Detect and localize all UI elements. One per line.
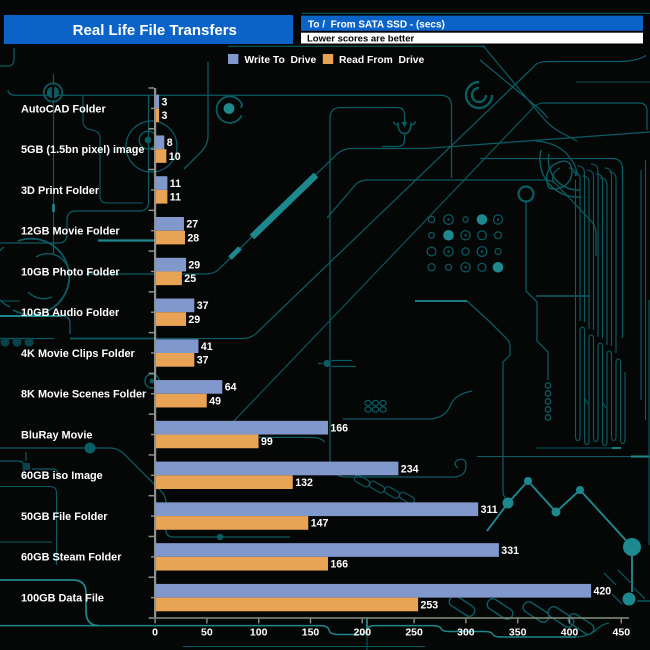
svg-text:4K Movie Clips Folder: 4K Movie Clips Folder bbox=[21, 348, 136, 360]
svg-text:8: 8 bbox=[167, 137, 173, 149]
svg-text:350: 350 bbox=[509, 627, 527, 639]
svg-text:60GB iso Image: 60GB iso Image bbox=[21, 470, 103, 482]
svg-text:25: 25 bbox=[184, 273, 196, 285]
svg-text:5GB (1.5bn pixel) image: 5GB (1.5bn pixel) image bbox=[21, 144, 144, 156]
svg-text:8K Movie Scenes Folder: 8K Movie Scenes Folder bbox=[21, 389, 147, 401]
svg-text:99: 99 bbox=[261, 436, 273, 448]
svg-text:28: 28 bbox=[187, 232, 199, 244]
svg-text:311: 311 bbox=[481, 504, 498, 516]
svg-text:166: 166 bbox=[330, 559, 348, 571]
svg-text:420: 420 bbox=[594, 586, 612, 598]
svg-text:60GB Steam Folder: 60GB Steam Folder bbox=[21, 552, 122, 564]
svg-text:Real Life File Transfers: Real Life File Transfers bbox=[73, 22, 237, 39]
svg-text:100GB Data File: 100GB Data File bbox=[21, 593, 104, 605]
svg-text:37: 37 bbox=[197, 355, 209, 367]
svg-text:12GB Movie Folder: 12GB Movie Folder bbox=[21, 226, 120, 238]
svg-text:331: 331 bbox=[501, 545, 519, 557]
svg-text:29: 29 bbox=[188, 259, 200, 271]
svg-text:400: 400 bbox=[561, 627, 579, 639]
svg-text:10GB Photo Folder: 10GB Photo Folder bbox=[21, 266, 120, 278]
svg-text:41: 41 bbox=[201, 341, 213, 353]
svg-text:49: 49 bbox=[209, 395, 221, 407]
svg-text:10GB Audio Folder: 10GB Audio Folder bbox=[21, 307, 120, 319]
svg-text:147: 147 bbox=[311, 518, 329, 530]
svg-text:150: 150 bbox=[302, 627, 320, 639]
svg-text:AutoCAD Folder: AutoCAD Folder bbox=[21, 103, 106, 115]
svg-text:50: 50 bbox=[201, 627, 213, 639]
svg-text:166: 166 bbox=[330, 423, 348, 435]
svg-text:100: 100 bbox=[250, 627, 268, 639]
svg-text:450: 450 bbox=[613, 627, 631, 639]
svg-text:3: 3 bbox=[162, 110, 168, 122]
svg-text:Lower scores are better: Lower scores are better bbox=[307, 34, 414, 45]
svg-text:37: 37 bbox=[197, 300, 209, 312]
svg-text:300: 300 bbox=[457, 627, 475, 639]
svg-text:0: 0 bbox=[152, 627, 158, 639]
svg-text:250: 250 bbox=[405, 627, 423, 639]
svg-text:BluRay Movie: BluRay Movie bbox=[21, 429, 92, 441]
svg-text:200: 200 bbox=[354, 627, 372, 639]
svg-text:Write To Drive: Write To Drive bbox=[245, 55, 317, 66]
svg-text:27: 27 bbox=[186, 219, 198, 231]
svg-text:Read From Drive: Read From Drive bbox=[339, 55, 425, 66]
svg-text:11: 11 bbox=[170, 178, 181, 190]
svg-text:234: 234 bbox=[401, 463, 419, 475]
svg-text:50GB File Folder: 50GB File Folder bbox=[21, 511, 108, 523]
svg-text:10: 10 bbox=[169, 151, 181, 163]
svg-text:132: 132 bbox=[295, 477, 313, 489]
svg-text:3: 3 bbox=[162, 96, 168, 108]
svg-text:29: 29 bbox=[188, 314, 200, 326]
svg-text:3D Print Folder: 3D Print Folder bbox=[21, 185, 100, 197]
svg-text:253: 253 bbox=[421, 599, 439, 611]
svg-text:11: 11 bbox=[170, 192, 181, 204]
svg-text:64: 64 bbox=[225, 382, 237, 394]
svg-text:To / From SATA SSD - (secs): To / From SATA SSD - (secs) bbox=[308, 19, 445, 30]
